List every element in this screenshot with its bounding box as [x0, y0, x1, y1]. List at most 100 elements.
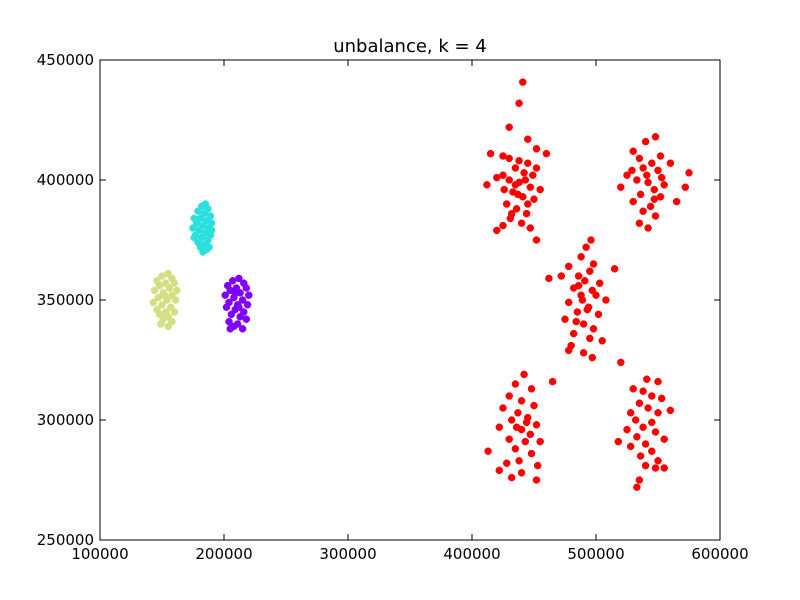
data-point-series-0-54 [617, 183, 625, 191]
data-point-series-0-127 [502, 459, 511, 467]
data-point-series-0-49 [623, 171, 631, 179]
data-point-series-0-16 [526, 183, 535, 191]
data-point-series-0-6 [542, 149, 551, 158]
data-point-series-0-122 [536, 437, 544, 446]
y-tick-label: 400000 [37, 171, 94, 189]
data-point-series-0-112 [499, 404, 507, 412]
y-tick-label: 250000 [37, 531, 94, 549]
data-point-series-0-100 [578, 296, 587, 304]
data-point-series-0-66 [643, 171, 651, 179]
data-point-series-0-132 [532, 476, 541, 484]
data-point-series-0-108 [548, 377, 557, 386]
data-point-series-0-110 [517, 397, 526, 405]
data-point-series-0-67 [628, 166, 636, 175]
data-point-series-0-14 [505, 176, 513, 184]
data-point-series-0-115 [507, 416, 516, 424]
data-point-series-0-133 [522, 418, 531, 427]
x-tick-label: 300000 [319, 545, 376, 563]
data-point-series-0-42 [629, 147, 637, 155]
data-point-series-0-124 [484, 447, 492, 455]
data-point-series-0-157 [636, 452, 645, 460]
data-point-series-0-47 [639, 164, 647, 172]
data-point-series-0-147 [631, 416, 640, 424]
data-point-series-0-101 [583, 305, 592, 314]
data-point-series-0-103 [592, 291, 600, 299]
data-point-series-0-99 [564, 346, 573, 355]
data-point-series-0-98 [588, 353, 597, 362]
data-point-series-2-15 [149, 298, 158, 307]
data-point-series-0-104 [572, 317, 580, 326]
data-point-series-2-8 [173, 286, 181, 295]
x-tick-label: 200000 [195, 545, 252, 563]
data-point-series-2-5 [170, 279, 179, 287]
data-point-series-2-6 [155, 281, 164, 290]
data-point-series-0-5 [486, 149, 495, 158]
data-point-series-0-135 [643, 375, 651, 383]
data-point-series-0-88 [573, 308, 582, 316]
data-point-series-0-125 [527, 449, 536, 458]
data-point-series-0-163 [635, 476, 644, 484]
data-point-series-0-128 [533, 461, 542, 470]
data-point-series-0-11 [511, 164, 520, 172]
data-point-series-3-26 [235, 303, 243, 311]
y-tick-label: 300000 [37, 411, 94, 429]
data-point-series-0-164 [633, 483, 641, 491]
data-point-series-0-17 [493, 173, 501, 182]
data-point-series-0-117 [495, 423, 504, 431]
data-point-series-0-33 [521, 176, 530, 184]
data-point-series-0-30 [493, 226, 501, 235]
data-point-series-0-81 [595, 279, 604, 287]
data-point-series-0-126 [515, 457, 523, 465]
data-point-series-0-152 [633, 433, 641, 441]
data-point-series-0-4 [505, 123, 513, 131]
data-point-series-0-75 [586, 267, 594, 275]
data-point-series-0-43 [656, 152, 665, 160]
data-point-series-1-27 [190, 233, 198, 242]
data-point-series-0-18 [536, 185, 544, 194]
data-point-series-0-12 [520, 169, 528, 177]
data-point-series-0-53 [660, 181, 668, 189]
data-point-series-0-27 [517, 219, 526, 227]
data-point-series-0-76 [557, 272, 566, 280]
data-point-series-0-22 [530, 195, 538, 203]
data-point-series-0-148 [648, 418, 656, 427]
data-point-series-2-25 [157, 320, 165, 328]
x-tick-label: 500000 [567, 545, 624, 563]
data-point-series-0-120 [505, 435, 513, 443]
data-point-series-0-111 [530, 401, 538, 410]
data-point-series-0-55 [650, 185, 659, 194]
data-point-series-0-25 [522, 209, 531, 218]
data-point-series-0-138 [639, 387, 647, 395]
data-point-series-2-7 [165, 284, 174, 292]
data-point-series-0-73 [589, 260, 598, 268]
data-point-series-0-105 [520, 370, 528, 379]
data-point-series-0-50 [685, 169, 693, 177]
data-point-series-0-113 [514, 409, 522, 417]
data-point-series-1-13 [189, 224, 197, 232]
data-point-series-0-85 [602, 296, 610, 304]
data-point-series-0-95 [598, 337, 606, 345]
data-point-series-0-109 [505, 392, 513, 400]
data-point-series-0-79 [545, 274, 553, 283]
data-point-series-0-46 [666, 159, 675, 167]
data-point-series-0-2 [524, 135, 532, 143]
data-point-series-0-61 [646, 202, 655, 211]
data-point-series-0-141 [657, 394, 666, 403]
data-point-series-0-97 [579, 349, 588, 357]
x-tick-label: 400000 [443, 545, 500, 563]
data-point-series-0-154 [641, 440, 650, 448]
data-point-series-0-89 [594, 310, 603, 319]
data-point-series-0-146 [666, 406, 675, 415]
data-point-series-0-159 [654, 457, 662, 465]
data-point-series-0-140 [617, 358, 625, 367]
data-point-series-3-21 [225, 317, 233, 326]
data-point-series-0-155 [626, 442, 635, 451]
data-point-series-0-3 [532, 145, 541, 153]
data-point-series-2-27 [160, 291, 169, 299]
data-point-series-0-41 [641, 137, 650, 146]
x-tick-label: 100000 [71, 545, 128, 563]
data-point-series-0-64 [635, 219, 644, 227]
data-point-series-0-93 [569, 329, 578, 338]
data-point-series-0-36 [532, 164, 541, 172]
data-point-series-0-78 [610, 265, 619, 273]
